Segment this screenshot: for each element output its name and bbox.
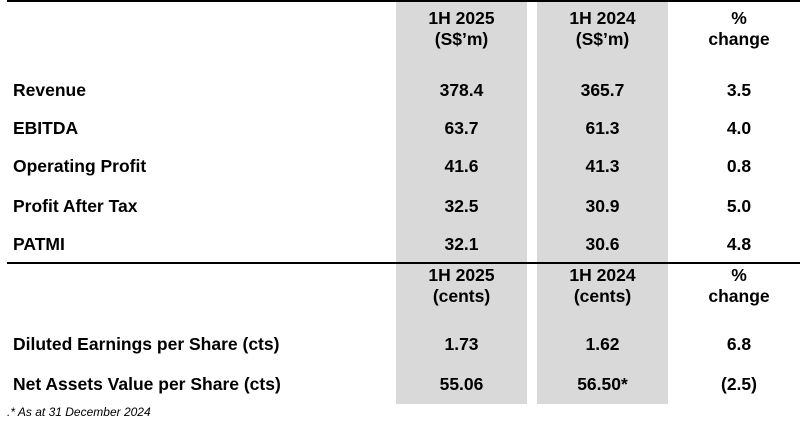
header2-col3: % change [678, 265, 800, 307]
row-value-1h2024: 61.3 [585, 118, 620, 138]
row-value-1h2025: 41.6 [444, 156, 479, 176]
row-value-1h2025: 32.1 [444, 234, 479, 254]
row-label-ebitda: EBITDA [13, 118, 79, 138]
row-value-1h2025: 378.4 [439, 80, 484, 100]
row-value-1h2025: 55.06 [439, 374, 484, 394]
row-value-change: 0.8 [726, 156, 752, 176]
row-value-1h2024: 1.62 [585, 334, 620, 354]
header1-col3-line2: change [708, 29, 770, 49]
header2-col1-line2: (cents) [432, 286, 491, 306]
row-value-change: 4.8 [726, 234, 752, 254]
section-divider [7, 262, 800, 264]
header2-col3-line1: % [731, 265, 747, 285]
row-value-change: 6.8 [726, 334, 752, 354]
top-divider [7, 0, 800, 2]
row-value-change: 4.0 [726, 118, 752, 138]
header1-col3-line1: % [731, 8, 747, 28]
row-label-profit-after-tax: Profit After Tax [13, 196, 138, 216]
header2-col2-line1: 1H 2024 [569, 265, 636, 285]
header2-col1-line1: 1H 2025 [428, 265, 495, 285]
row-value-change: 5.0 [726, 196, 752, 216]
header1-col2-line2: (S$’m) [575, 29, 630, 49]
column-shade-1h2024 [537, 0, 668, 404]
row-value-1h2024: 41.3 [585, 156, 620, 176]
header2-col2-line2: (cents) [573, 286, 632, 306]
row-label-operating-profit: Operating Profit [13, 156, 147, 176]
row-label-revenue: Revenue [13, 80, 86, 100]
row-value-1h2025: 32.5 [444, 196, 479, 216]
header1-col1-line1: 1H 2025 [428, 8, 495, 28]
header1-col3: % change [678, 8, 800, 50]
header2-col3-line2: change [708, 286, 770, 306]
column-shade-1h2025 [396, 0, 527, 404]
header1-col2-line1: 1H 2024 [569, 8, 636, 28]
row-label-nav-per-share: Net Assets Value per Share (cts) [13, 374, 281, 394]
row-label-patmi: PATMI [13, 234, 65, 254]
row-value-1h2025: 63.7 [444, 118, 479, 138]
header1-col1: 1H 2025 (S$’m) [396, 8, 527, 50]
row-value-1h2025: 1.73 [444, 334, 479, 354]
row-value-1h2024: 56.50* [577, 374, 628, 394]
header1-col2: 1H 2024 (S$’m) [537, 8, 668, 50]
row-value-1h2024: 30.9 [585, 196, 620, 216]
row-value-change: (2.5) [721, 374, 757, 394]
header1-col1-line2: (S$’m) [434, 29, 489, 49]
header2-col2: 1H 2024 (cents) [537, 265, 668, 307]
row-value-1h2024: 30.6 [585, 234, 620, 254]
row-label-diluted-eps: Diluted Earnings per Share (cts) [13, 334, 280, 354]
footnote: .* As at 31 December 2024 [7, 405, 151, 419]
header2-col1: 1H 2025 (cents) [396, 265, 527, 307]
row-value-1h2024: 365.7 [580, 80, 625, 100]
row-value-change: 3.5 [726, 80, 752, 100]
